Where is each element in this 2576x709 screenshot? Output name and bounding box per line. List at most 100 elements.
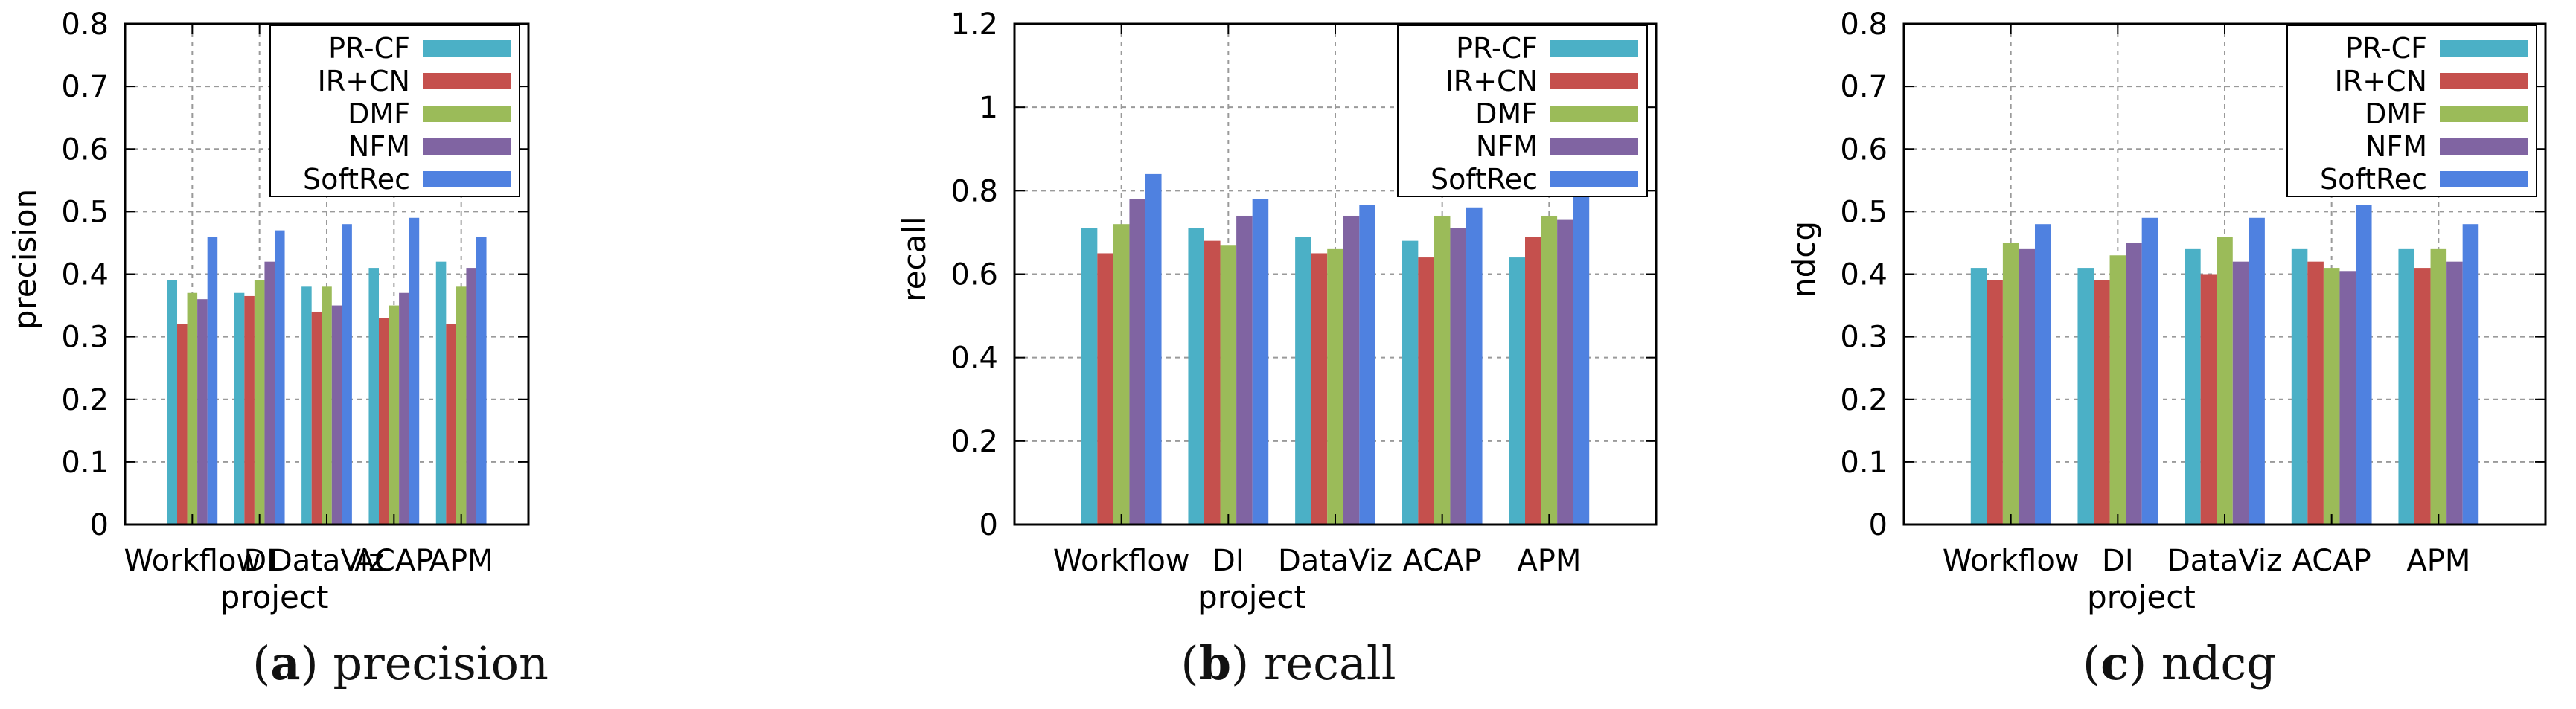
panel-a-ytick-label: 0.8 [61,7,109,42]
panel-a-category-label: APM [429,544,493,578]
panel-c-category-label: APM [2406,544,2470,578]
panel-a-bar-dmf [389,305,400,524]
panel-c-legend-swatch [2440,40,2528,57]
panel-a-legend-swatch [423,138,511,155]
panel-a-ytick-label: 0.2 [61,383,109,417]
panel-a-legend-label: PR-CF [328,32,410,65]
panel-a-bar-nfm [399,292,409,524]
panel-c-legend-swatch [2440,138,2528,155]
panel-a-bar-pr-cf [234,292,245,524]
panel-a-ylabel: precision [7,189,43,330]
panel-a-ytick-label: 0.1 [61,446,109,480]
panel-c-ylabel: ndcg [1786,221,1822,298]
panel-b-ytick-label: 0.8 [950,174,998,208]
panel-c-category-label: Workflow [1943,544,2080,578]
panel-b-bar-ir-cn [1097,253,1113,524]
panel-b-bar-nfm [1450,228,1466,524]
panel-c-bar-softrec [2249,217,2265,524]
caption-a-label: a [270,636,301,690]
panel-c-bar-ir-cn [1987,280,2003,524]
panel-c-ytick-label: 0.6 [1840,132,1888,167]
panel-a-ytick-label: 0.7 [61,70,109,104]
panel-b-xlabel: project [1198,579,1306,615]
panel-b-bar-nfm [1236,215,1253,524]
panel-a-category-label: ACAP [354,544,433,578]
panel-b-legend-label: IR+CN [1445,65,1538,97]
panel-a-legend-swatch [423,171,511,187]
panel-b-legend-swatch [1550,138,1638,155]
panel-a-legend-label: IR+CN [318,65,410,97]
panel-a-bar-nfm [197,299,208,524]
panel-b-legend-label: NFM [1476,130,1538,163]
panel-a-ytick-label: 0 [90,508,109,542]
panel-b-bar-nfm [1557,219,1573,524]
panel-a-ytick-label: 0.5 [61,195,109,229]
panel-a-bar-nfm [264,261,275,524]
panel-c-bar-pr-cf [2077,268,2094,524]
panel-b-bar-nfm [1343,215,1360,524]
panel-c-bar-dmf [2217,237,2233,524]
panel-c-bar-ir-cn [2414,268,2431,524]
panel-a-legend-swatch [423,73,511,89]
panel-a-bar-softrec [476,237,487,524]
panel-c-ytick-label: 0.1 [1840,446,1888,480]
panel-b-ylabel: recall [896,216,933,301]
panel-c-bar-softrec [2141,217,2158,524]
panel-c-bar-ir-cn [2094,280,2110,524]
panel-c-bar-ir-cn [2200,274,2217,524]
panel-a-bar-ir-cn [446,324,456,524]
panel-a-bar-dmf [254,280,265,524]
panel-b-ytick-label: 1 [979,91,998,125]
panel-c-bar-ir-cn [2307,261,2324,524]
panel-c-category-label: DataViz [2167,544,2282,578]
caption-b-label: b [1198,636,1231,690]
panel-c-ytick-label: 0.5 [1840,195,1888,229]
panel-c-bar-softrec [2034,224,2051,524]
panel-b-legend-label: SoftRec [1431,163,1538,196]
panel-a-bar-dmf [187,292,198,524]
panel-c-bar-nfm [2339,271,2356,524]
panel-a-bar-ir-cn [311,311,322,524]
panel-c-bar-pr-cf [2398,248,2415,524]
panel-c-legend-swatch [2440,106,2528,122]
panel-b-bar-pr-cf [1509,257,1526,524]
panel-b-bar-dmf [1434,215,1451,524]
panel-b-legend-swatch [1550,73,1638,89]
panel-c-ytick-label: 0.8 [1840,7,1888,42]
panel-c-legend-label: PR-CF [2345,32,2427,65]
panel-c-ytick-label: 0.7 [1840,70,1888,104]
panel-c-bar-pr-cf [1970,268,1987,524]
panel-b-ytick-label: 0 [979,508,998,542]
panel-c-xlabel: project [2087,579,2196,615]
panel-c-bar-dmf [2002,243,2019,524]
panel-a-category-label: DataViz [269,544,384,578]
panel-a-bar-dmf [322,286,332,524]
panel-b-bar-dmf [1113,224,1130,524]
panel-b-category-label: Workflow [1053,544,1190,578]
caption-c-label: c [2100,636,2129,690]
panel-c-bar-softrec [2355,205,2372,524]
panel-a-category-label: Workflow [124,544,261,578]
panel-a-xlabel: project [220,579,329,615]
panel-b-legend-swatch [1550,106,1638,122]
panel-b-category-label: APM [1517,544,1581,578]
panel-c-bar-nfm [2019,248,2035,524]
panel-b-bar-pr-cf [1402,240,1419,524]
panel-a-bar-ir-cn [177,324,188,524]
panel-a-ytick-label: 0.3 [61,321,109,355]
panel-b-ytick-label: 0.2 [950,425,998,459]
caption-c: (c) ndcg [2083,636,2276,690]
panel-c-ytick-label: 0.3 [1840,321,1888,355]
panel-a-bar-softrec [342,224,352,524]
panel-a-ytick-label: 0.6 [61,132,109,167]
panel-a-bar-softrec [274,230,285,524]
panel-a-legend-swatch [423,106,511,122]
panel-b-bar-nfm [1129,199,1145,524]
panel-b-bar-softrec [1573,194,1590,524]
panel-b-ytick-label: 0.6 [950,258,998,292]
panel-c-ytick-label: 0.4 [1840,258,1888,292]
panel-b-bar-softrec [1466,207,1483,524]
caption-a: (a) precision [252,636,549,690]
caption-b-text: recall [1263,636,1396,690]
